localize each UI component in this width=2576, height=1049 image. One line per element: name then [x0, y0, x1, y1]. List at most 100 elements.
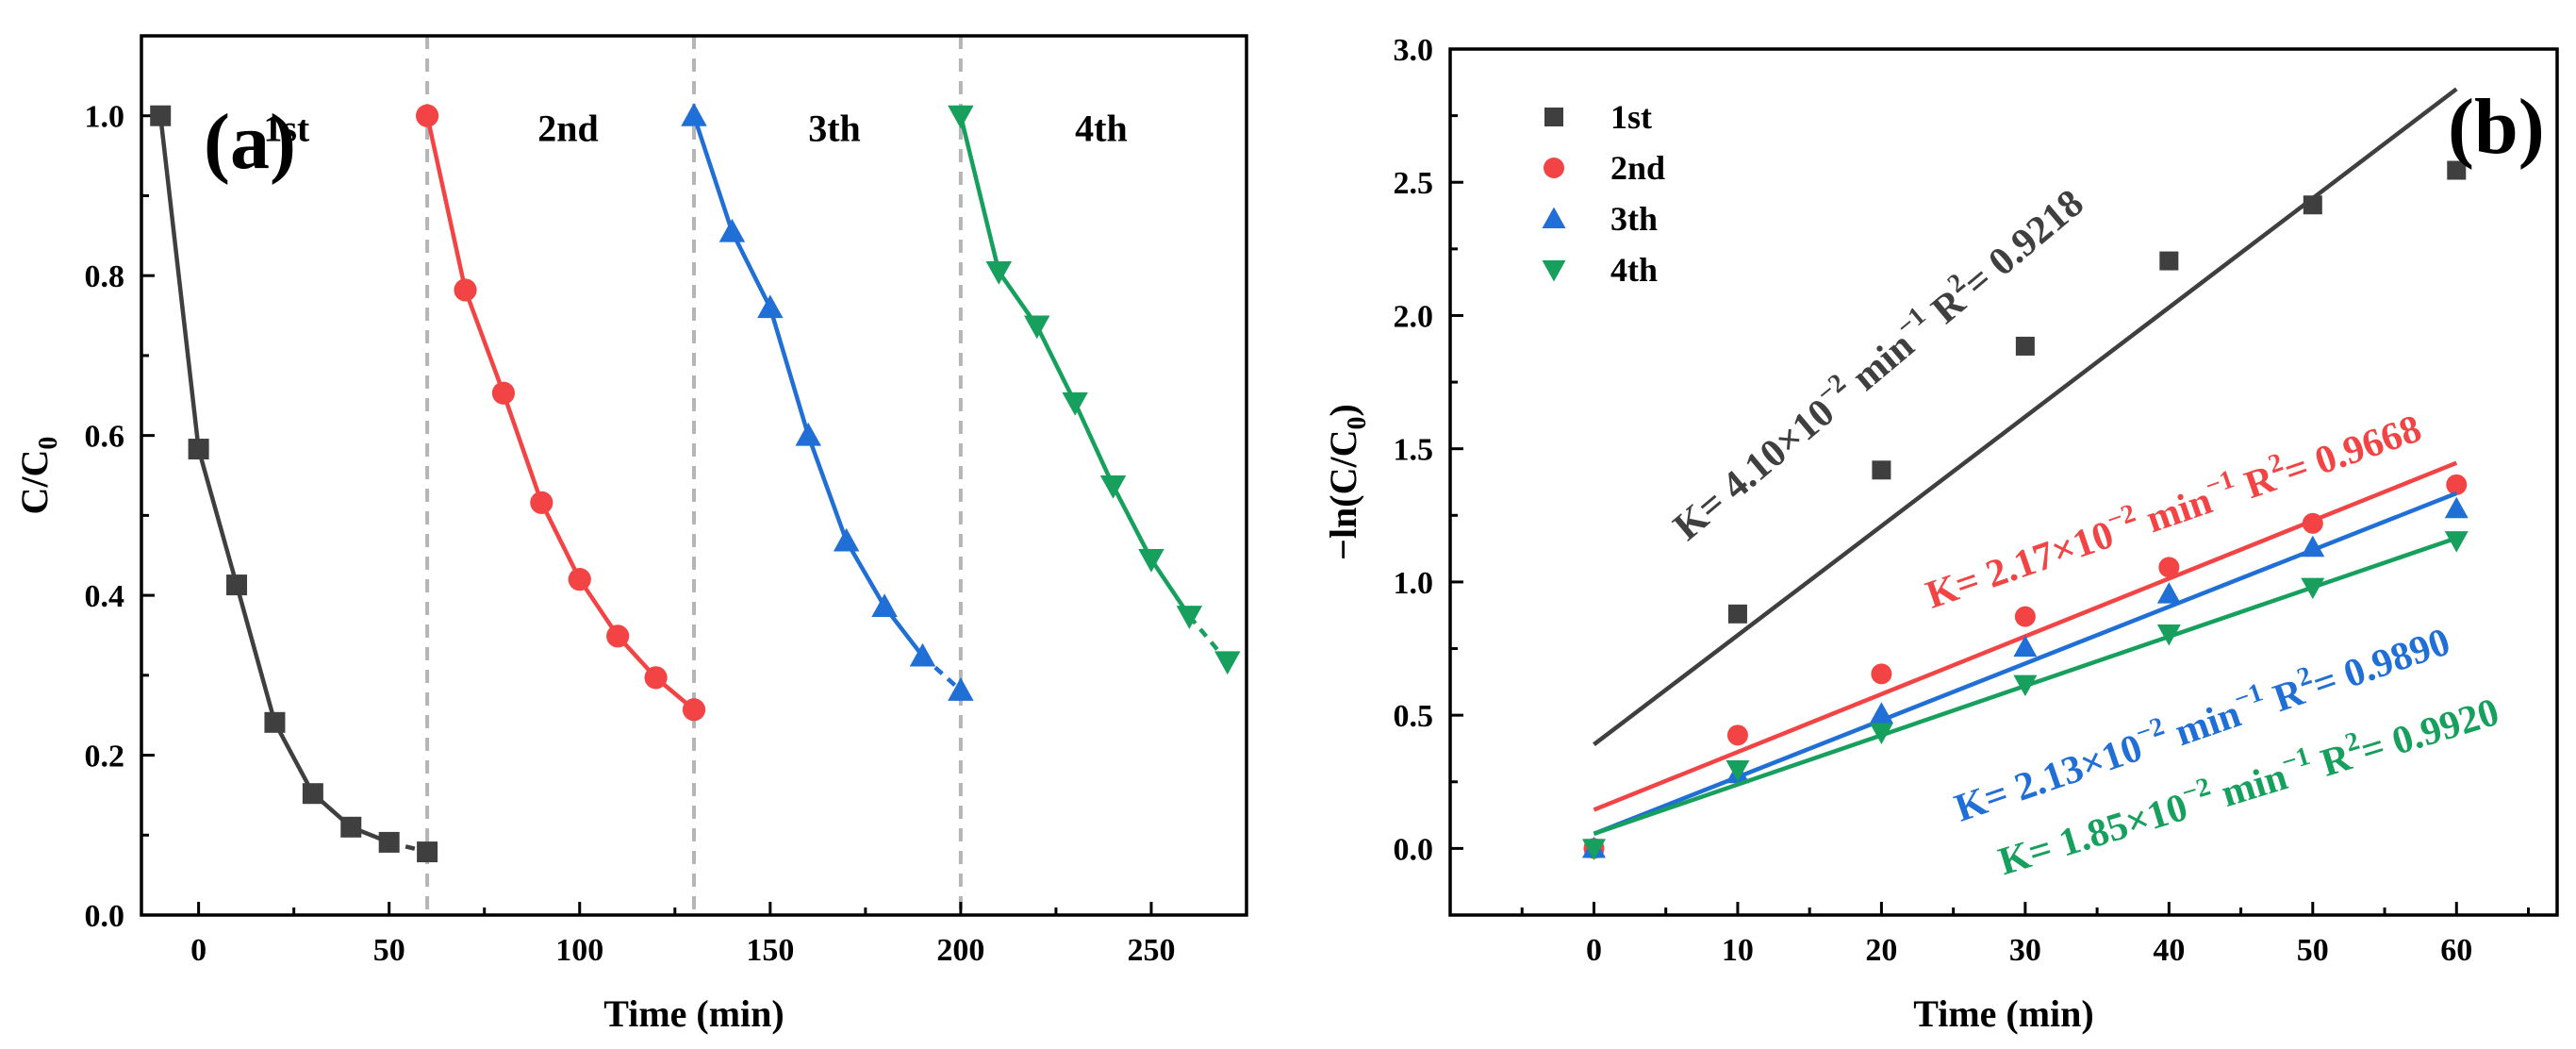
y-axis-label-end: )	[1322, 404, 1364, 416]
data-point	[2015, 336, 2035, 356]
data-point	[2301, 535, 2325, 558]
data-point	[2158, 557, 2180, 578]
series-line-segment	[1073, 401, 1115, 487]
y-axis-label: C/C0	[13, 437, 63, 515]
x-tick-label: 250	[1127, 933, 1175, 968]
x-tick-label: 150	[746, 933, 794, 968]
y-tick-label: 0.0	[1394, 832, 1434, 867]
series-line-segment	[501, 391, 544, 504]
data-point	[871, 593, 898, 617]
data-point	[948, 105, 974, 129]
data-point	[1726, 760, 1750, 782]
data-point	[833, 527, 860, 552]
data-point	[2446, 474, 2468, 495]
data-point	[795, 422, 821, 446]
annotation-unit: min	[2132, 479, 2218, 545]
annotation-k: K= 2.17×10	[1921, 513, 2119, 618]
data-point	[1872, 460, 1891, 480]
cycle-label: 2nd	[537, 107, 599, 149]
data-point	[150, 105, 172, 126]
x-tick-label: 100	[555, 933, 603, 968]
series-3th	[681, 102, 974, 701]
y-tick-label: 3.0	[1394, 33, 1434, 68]
data-point	[682, 698, 706, 722]
x-tick-label: 60	[2440, 933, 2472, 968]
cycle-label: 4th	[1075, 107, 1128, 149]
data-point	[644, 666, 668, 690]
y-tick-label: 0.6	[85, 420, 125, 455]
x-tick-label: 20	[1865, 933, 1897, 968]
data-point	[2301, 577, 2325, 600]
data-point	[264, 711, 286, 733]
legend-label: 3th	[1610, 200, 1658, 238]
data-point	[454, 278, 477, 302]
annotation-r2-value: = 0.9218	[1956, 181, 2091, 306]
y-tick-label: 0.0	[85, 899, 125, 934]
legend-marker	[1544, 158, 1564, 178]
legend-label: 1st	[1610, 98, 1652, 136]
data-point	[757, 294, 784, 319]
data-point	[2302, 512, 2323, 534]
series-line-segment	[157, 115, 201, 450]
series-line-segment	[730, 230, 772, 309]
series-line-segment	[844, 540, 887, 608]
data-point	[2156, 582, 2181, 604]
x-tick-label: 10	[1722, 933, 1754, 968]
series-line-segment	[691, 115, 735, 233]
data-point	[1871, 663, 1892, 685]
y-tick-label: 0.2	[85, 740, 125, 774]
fit-annotation: K= 4.10×10−2 min−1 R2= 0.9218	[1662, 177, 2092, 550]
series-line-segment	[424, 115, 468, 291]
data-point	[1581, 839, 1606, 860]
data-point	[948, 677, 974, 701]
series-line-segment	[958, 115, 1001, 273]
legend-label: 4th	[1610, 251, 1658, 289]
data-point	[1726, 724, 1748, 746]
data-point	[2447, 160, 2467, 180]
y-axis-label-main: C/C	[13, 450, 56, 515]
data-point	[2303, 195, 2322, 215]
y-tick-label: 0.8	[85, 259, 125, 294]
y-tick-label: 2.0	[1394, 299, 1434, 334]
data-point	[1869, 723, 1893, 745]
data-point	[302, 783, 323, 805]
panel-label-a: (a)	[204, 98, 296, 186]
panel-a-chart: 0 50 100 150 200 250 0.0 0.2 0.4 0.6 0.8 1.0 Time (m…	[13, 34, 1248, 1035]
legend-marker	[1542, 260, 1566, 282]
panel-b-chart: 0 10 20 30 40 50 60 0.0 0.5 1.0 1.5 2.0 2.5 3.0 Time (…	[1322, 33, 2559, 1035]
data-point	[2013, 635, 2038, 658]
series-line-segment	[806, 434, 849, 542]
series-line-segment	[272, 721, 315, 795]
data-point	[1869, 702, 1893, 724]
data-point	[985, 260, 1013, 285]
x-tick-label: 50	[373, 933, 405, 968]
panel-label-b: (b)	[2448, 83, 2545, 171]
y-axis-label-subscript: 0	[1343, 416, 1372, 429]
series-1st	[150, 105, 438, 863]
data-point	[416, 104, 439, 127]
legend: 1st 2nd 3th 4th	[1542, 98, 1665, 289]
data-point	[378, 831, 400, 853]
annotation-r2-value: = 0.9668	[2279, 407, 2427, 493]
annotation-unit: min	[2160, 692, 2246, 758]
data-point	[1138, 548, 1164, 573]
data-point	[2159, 251, 2179, 271]
annotation-unit: min	[2207, 756, 2292, 820]
data-point	[417, 841, 438, 863]
y-tick-label: 0.5	[1394, 699, 1434, 734]
data-point	[188, 439, 209, 460]
x-axis-label: Time (min)	[1913, 992, 2093, 1035]
x-tick-label: 50	[2297, 933, 2329, 968]
data-point	[491, 381, 516, 405]
data-point	[1727, 604, 1747, 624]
y-tick-label: 1.5	[1394, 433, 1434, 468]
x-tick-label: 30	[2009, 933, 2041, 968]
data-point	[681, 102, 707, 126]
data-point	[340, 816, 362, 838]
data-point	[226, 574, 248, 596]
data-point	[2444, 496, 2469, 519]
annotation-k: K= 4.10×10	[1665, 391, 1842, 549]
y-tick-label: 1.0	[85, 100, 125, 135]
panel-a-frame	[140, 34, 1248, 917]
